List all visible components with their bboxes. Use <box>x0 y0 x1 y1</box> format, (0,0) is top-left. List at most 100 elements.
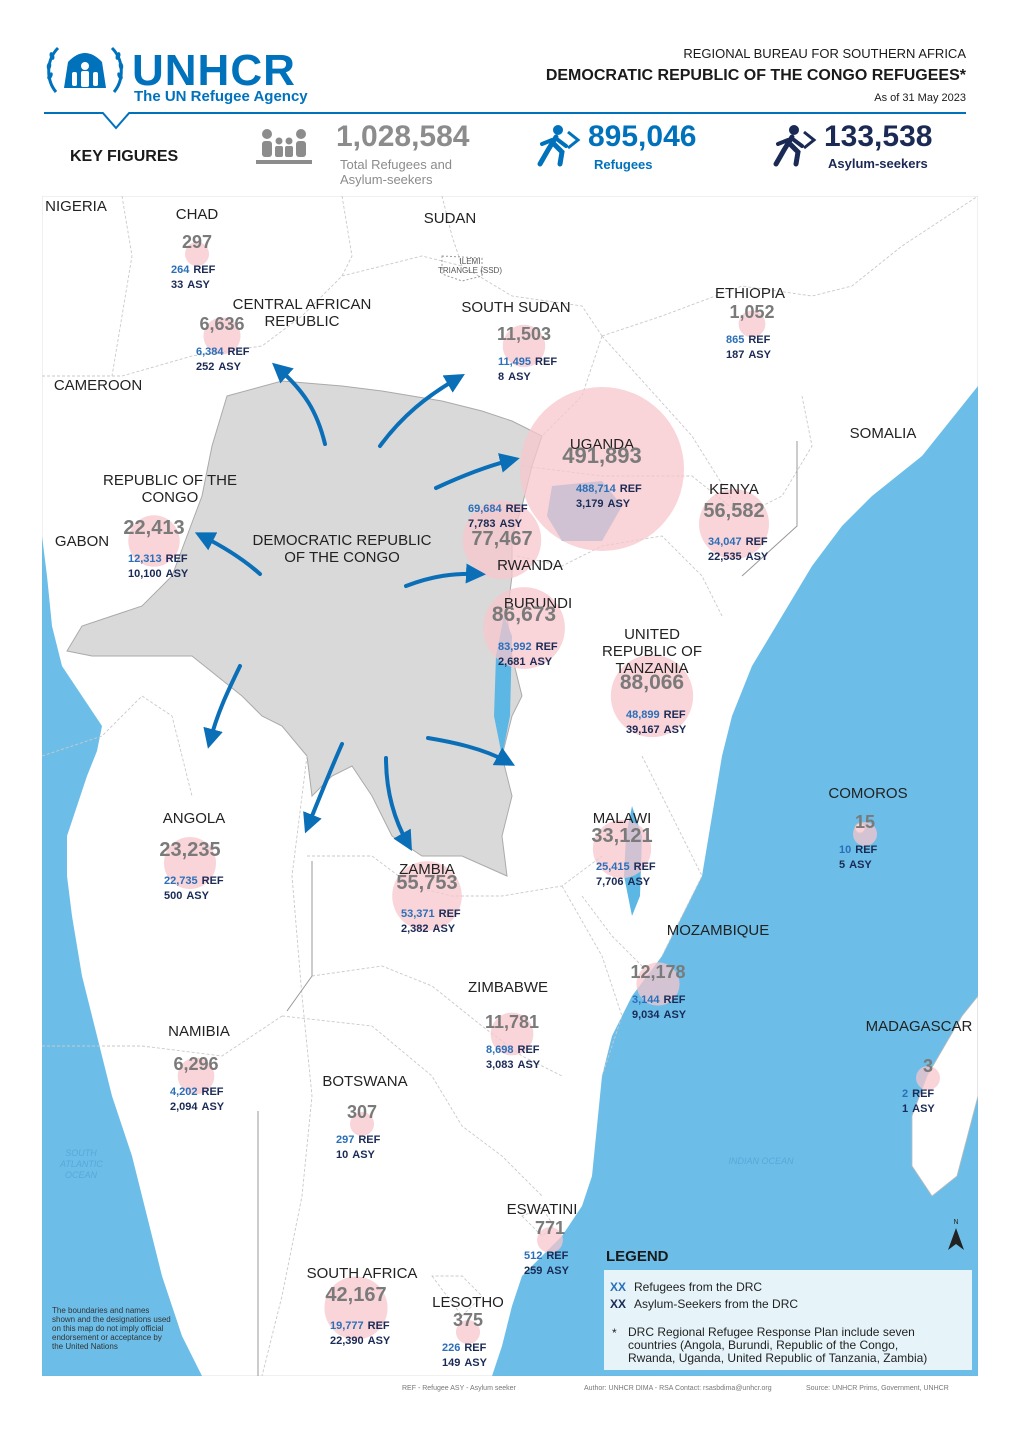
total-tanzania: 88,066 <box>619 671 685 694</box>
asylum-seeker-running-icon <box>773 125 817 167</box>
report-date: As of 31 May 2023 <box>874 92 966 104</box>
ref-tag-mozambique: REF <box>663 994 686 1006</box>
label-ilemi-2: TRIANGLE (SSD) <box>437 266 503 275</box>
asy-row-namibia: 2,094 ASY <box>170 1101 224 1113</box>
header-pointer-icon <box>101 112 131 130</box>
page-title: DEMOCRATIC REPUBLIC OF THE CONGO REFUGEE… <box>545 67 966 84</box>
ref-value-chad: 264 <box>171 264 190 276</box>
total-rwanda: 77,467 <box>471 528 533 550</box>
legend-note: DRC Regional Refugee Response Plan inclu… <box>628 1325 928 1365</box>
label-kenya: KENYA <box>709 481 759 498</box>
ocean-indian: INDIAN OCEAN <box>728 1156 794 1166</box>
label-gabon: GABON <box>54 533 110 550</box>
ref-row-zimbabwe: 8,698 REF <box>486 1044 540 1056</box>
label-botswana: BOTSWANA <box>322 1073 408 1090</box>
label-chad: CHAD <box>175 206 219 223</box>
ref-value-uganda: 488,714 <box>576 483 616 495</box>
ocean-south-atlantic: SOUTH ATLANTIC OCEAN <box>60 1148 103 1180</box>
unhcr-logo-icon <box>46 46 124 93</box>
ref-row-burundi: 83,992 REF <box>498 641 558 653</box>
label-malawi: MALAWI <box>592 810 652 827</box>
total-south_sudan: 11,503 <box>496 324 552 344</box>
total-botswana: 307 <box>346 1102 378 1122</box>
total-madagascar: 3 <box>922 1056 934 1076</box>
asy-row-mozambique: 9,034 ASY <box>632 1009 686 1021</box>
ref-tag-zambia: REF <box>438 908 461 920</box>
label-comoros: COMOROS <box>828 785 908 802</box>
label-angola: ANGOLA <box>162 810 226 827</box>
ref-row-namibia: 4,202 REF <box>170 1086 224 1098</box>
ref-tag-malawi: REF <box>633 861 656 873</box>
ref-value-namibia: 4,202 <box>170 1086 198 1098</box>
ref-tag-congo: REF <box>165 553 188 565</box>
ref-tag-madagascar: REF <box>912 1088 935 1100</box>
label-cameroon: CAMEROON <box>53 377 143 394</box>
ref-value-kenya: 34,047 <box>708 536 742 548</box>
ref-value-car: 6,384 <box>196 346 224 358</box>
asy-tag-comoros: ASY <box>849 859 872 871</box>
ref-tag-south_sudan: REF <box>535 356 558 368</box>
footer-abbreviations: REF - Refugee ASY - Asylum seeker <box>402 1385 516 1392</box>
asy-tag-burundi: ASY <box>529 656 553 668</box>
ref-row-eswatini: 512 REF <box>524 1250 568 1262</box>
key-figures-label: KEY FIGURES <box>70 148 179 165</box>
asy-tag-malawi: ASY <box>627 876 651 888</box>
bubble-ethiopia <box>738 310 766 338</box>
ref-row-uganda: 488,714 REF <box>576 483 642 495</box>
bubble-uganda <box>520 387 684 551</box>
ref-tag-eswatini: REF <box>546 1250 569 1262</box>
asy-tag-angola: ASY <box>186 890 209 902</box>
asy-value-lesotho: 149 <box>442 1357 461 1369</box>
legend-refugees: XX Refugees from the DRC <box>610 1280 763 1294</box>
asy-row-angola: 500 ASY <box>164 890 209 902</box>
asy-row-kenya: 22,535 ASY <box>708 551 768 563</box>
arrow-tanzania <box>426 736 516 766</box>
label-congo: REPUBLIC OF THE CONGO <box>103 472 237 506</box>
asy-row-south_africa: 22,390 ASY <box>330 1335 390 1347</box>
total-zambia: 55,753 <box>396 872 458 894</box>
asy-tag-car: ASY <box>218 361 241 373</box>
asy-tag-tanzania: ASY <box>663 724 687 736</box>
label-uganda: UGANDA <box>569 436 635 453</box>
asy-row-rwanda: 7,783 ASY <box>468 518 522 530</box>
bubble-botswana <box>350 1112 374 1136</box>
label-drc-line1: DEMOCRATIC REPUBLIC <box>252 532 432 549</box>
label-zambia: ZAMBIA <box>399 861 455 878</box>
map-base <box>42 196 978 1376</box>
region-map: NIGERIA SUDAN ILEMI TRIANGLE (SSD) ETHIO… <box>42 196 978 1376</box>
refugees-label: Refugees <box>594 157 653 172</box>
asy-tag-namibia: ASY <box>201 1101 225 1113</box>
ref-tag-tanzania: REF <box>663 709 686 721</box>
bubble-zimbabwe <box>490 1012 534 1056</box>
ref-value-zimbabwe: 8,698 <box>486 1044 514 1056</box>
bubble-car <box>203 317 241 355</box>
label-ilemi-1: ILEMI <box>459 257 481 266</box>
total-namibia: 6,296 <box>173 1054 219 1074</box>
asy-value-ethiopia: 187 <box>726 349 745 361</box>
ref-row-lesotho: 226 REF <box>442 1342 486 1354</box>
asy-row-zimbabwe: 3,083 ASY <box>486 1059 540 1071</box>
ref-row-zambia: 53,371 REF <box>401 908 461 920</box>
ref-tag-ethiopia: REF <box>748 334 771 346</box>
legend-note-marker: * <box>612 1326 617 1340</box>
bubble-south_africa <box>324 1276 388 1340</box>
arrow-congo <box>194 532 262 576</box>
ref-value-malawi: 25,415 <box>596 861 630 873</box>
asy-value-south_sudan: 8 <box>498 371 505 383</box>
total-mozambique: 12,178 <box>630 962 686 982</box>
asy-tag-mozambique: ASY <box>663 1009 687 1021</box>
total-congo: 22,413 <box>123 517 185 539</box>
label-somalia: SOMALIA <box>849 425 917 442</box>
total-label-line2: Asylum-seekers <box>340 172 433 187</box>
asy-value-mozambique: 9,034 <box>632 1009 660 1021</box>
arrow-rwanda <box>404 563 486 588</box>
bubble-rwanda <box>462 500 542 580</box>
total-uganda: 491,893 <box>562 443 642 468</box>
ref-tag-angola: REF <box>201 875 224 887</box>
label-ethiopia: ETHIOPIA <box>714 285 786 302</box>
asy-value-eswatini: 259 <box>524 1265 543 1277</box>
asy-value-comoros: 5 <box>839 859 846 871</box>
ref-value-mozambique: 3,144 <box>632 994 660 1006</box>
svg-text:N: N <box>953 1218 958 1226</box>
label-sudan: SUDAN <box>423 210 477 227</box>
